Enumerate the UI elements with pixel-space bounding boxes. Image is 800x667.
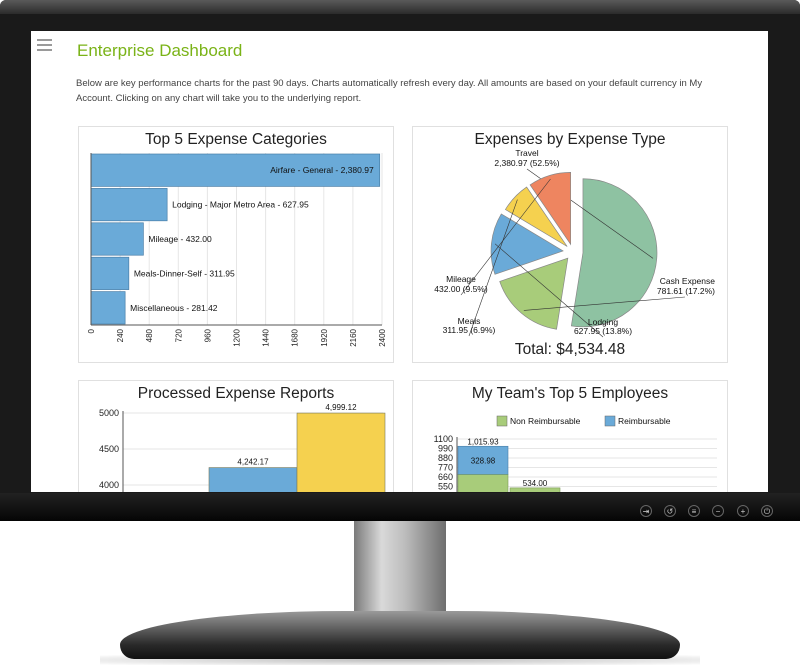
menu-icon[interactable] bbox=[37, 39, 52, 54]
x-tick-label: 720 bbox=[174, 328, 183, 342]
bar-label: Mileage - 432.00 bbox=[148, 234, 212, 244]
x-tick-label: 1680 bbox=[291, 328, 300, 346]
pie-slice bbox=[504, 186, 568, 247]
y-tick-label: 4500 bbox=[99, 444, 119, 454]
bar bbox=[90, 291, 126, 325]
pie-label-name: Mileage bbox=[446, 274, 476, 284]
chart-team-top5[interactable]: My Team's Top 5 Employees Non Reimbursab… bbox=[412, 380, 728, 492]
y-tick-label: 1100 bbox=[434, 434, 453, 444]
pie-label-value: 2,380.97 (52.5%) bbox=[494, 158, 559, 168]
pie-slice bbox=[499, 257, 569, 330]
menu-icon[interactable]: ≡ bbox=[688, 505, 700, 517]
top5-chart-svg: 0 240 480 720 960 1200 1440 1680 1920 2160 2400 Air… bbox=[87, 153, 387, 347]
bar-reimbursable bbox=[457, 445, 509, 475]
monitor-neck bbox=[354, 521, 446, 619]
bar bbox=[90, 153, 381, 187]
chart-title: Top 5 Expense Categories bbox=[145, 131, 327, 148]
monitor-bezel-bottom bbox=[0, 493, 800, 521]
legend-label: Non Reimbursable bbox=[510, 416, 581, 426]
pie-leader-line bbox=[460, 178, 551, 296]
bar bbox=[208, 467, 298, 492]
x-tick-label: 1920 bbox=[320, 328, 329, 346]
bar-label: Lodging - Major Metro Area - 627.95 bbox=[172, 200, 309, 210]
pie-slice bbox=[529, 172, 571, 246]
pie-label-name: Cash Expense bbox=[660, 276, 716, 286]
chart-expense-type[interactable]: Expenses by Expense Type Travel 2,380.97 … bbox=[412, 126, 728, 363]
processed-chart-svg: 500045004000350030004,242.174,999.12 bbox=[99, 403, 386, 492]
bar-segment-label: 328.98 bbox=[471, 456, 496, 465]
chart-title: My Team's Top 5 Employees bbox=[471, 385, 669, 402]
x-tick-label: 0 bbox=[87, 328, 96, 333]
pie-label-value: 781.61 (17.2%) bbox=[657, 286, 715, 296]
team-chart-svg: Non Reimbursable Reimbursable 110099088077… bbox=[434, 415, 717, 492]
monitor-bezel-top bbox=[0, 0, 800, 14]
chart-processed-reports[interactable]: Processed Expense Reports 50004500400035… bbox=[78, 380, 394, 492]
y-tick-label: 550 bbox=[438, 482, 453, 492]
pie-slice bbox=[490, 213, 564, 275]
bar-non-reimbursable bbox=[457, 474, 509, 492]
plus-icon[interactable]: + bbox=[737, 505, 749, 517]
y-tick-label: 990 bbox=[438, 444, 453, 454]
pie-label-value: 432.00 (9.5%) bbox=[434, 284, 488, 294]
legend-swatch bbox=[604, 415, 616, 427]
chart-top5-categories[interactable]: Top 5 Expense Categories 0 240 480 720 960 12… bbox=[78, 126, 394, 363]
bar-value-label: 4,999.12 bbox=[325, 403, 357, 412]
bar bbox=[90, 222, 144, 256]
y-tick-label: 660 bbox=[438, 472, 453, 482]
x-tick-label: 480 bbox=[145, 328, 154, 342]
enter-icon[interactable]: ⇥ bbox=[640, 505, 652, 517]
x-tick-label: 960 bbox=[203, 328, 212, 342]
pie-label-name: Lodging bbox=[588, 317, 619, 327]
y-tick-label: 5000 bbox=[99, 408, 119, 418]
y-tick-label: 880 bbox=[438, 453, 453, 463]
x-tick-label: 1440 bbox=[262, 328, 271, 346]
pie-leader-line bbox=[494, 243, 604, 338]
legend-label: Reimbursable bbox=[618, 416, 671, 426]
minus-icon[interactable]: − bbox=[712, 505, 724, 517]
bar bbox=[90, 188, 168, 222]
x-tick-label: 2160 bbox=[349, 328, 358, 346]
power-icon[interactable]: ⏻ bbox=[761, 505, 773, 517]
y-tick-label: 770 bbox=[438, 463, 453, 473]
pie-leader-line bbox=[523, 296, 686, 311]
y-tick-label: 4000 bbox=[99, 480, 119, 490]
x-tick-label: 1200 bbox=[233, 328, 242, 346]
bar-label: Meals-Dinner-Self - 311.95 bbox=[134, 268, 235, 278]
chart-title: Expenses by Expense Type bbox=[474, 131, 666, 148]
bar bbox=[296, 412, 386, 492]
page-title: Enterprise Dashboard bbox=[77, 41, 243, 60]
bar-non-reimbursable bbox=[509, 487, 561, 492]
bar-total-label: 534.00 bbox=[523, 479, 548, 488]
x-tick-label: 2400 bbox=[378, 328, 387, 346]
x-tick-label: 240 bbox=[116, 328, 125, 342]
pie-label-value: 627.95 (13.8%) bbox=[574, 326, 632, 336]
pie-label-name: Travel bbox=[515, 148, 538, 158]
bar-total-label: 1,015.93 bbox=[467, 437, 499, 446]
pie-total: Total: $4,534.48 bbox=[514, 341, 626, 358]
chart-title: Processed Expense Reports bbox=[137, 385, 335, 402]
pie-leader-line bbox=[468, 199, 518, 337]
monitor-stand bbox=[120, 611, 680, 659]
legend-swatch bbox=[496, 415, 508, 427]
screen: Enterprise Dashboard Below are key perfo… bbox=[31, 31, 768, 492]
bar-label: Miscellaneous - 281.42 bbox=[130, 303, 218, 313]
bar-label: Airfare - General - 2,380.97 bbox=[270, 165, 374, 175]
page-description: Below are key performance charts for the… bbox=[76, 78, 703, 104]
bar bbox=[90, 256, 130, 290]
pie-label-value: 311.95 (6.9%) bbox=[443, 325, 496, 335]
pie-slice bbox=[570, 178, 658, 328]
bar-value-label: 4,242.17 bbox=[237, 458, 269, 467]
back-icon[interactable]: ↺ bbox=[664, 505, 676, 517]
pie-label-name: Meals bbox=[458, 316, 481, 326]
stand-shadow bbox=[100, 655, 700, 665]
